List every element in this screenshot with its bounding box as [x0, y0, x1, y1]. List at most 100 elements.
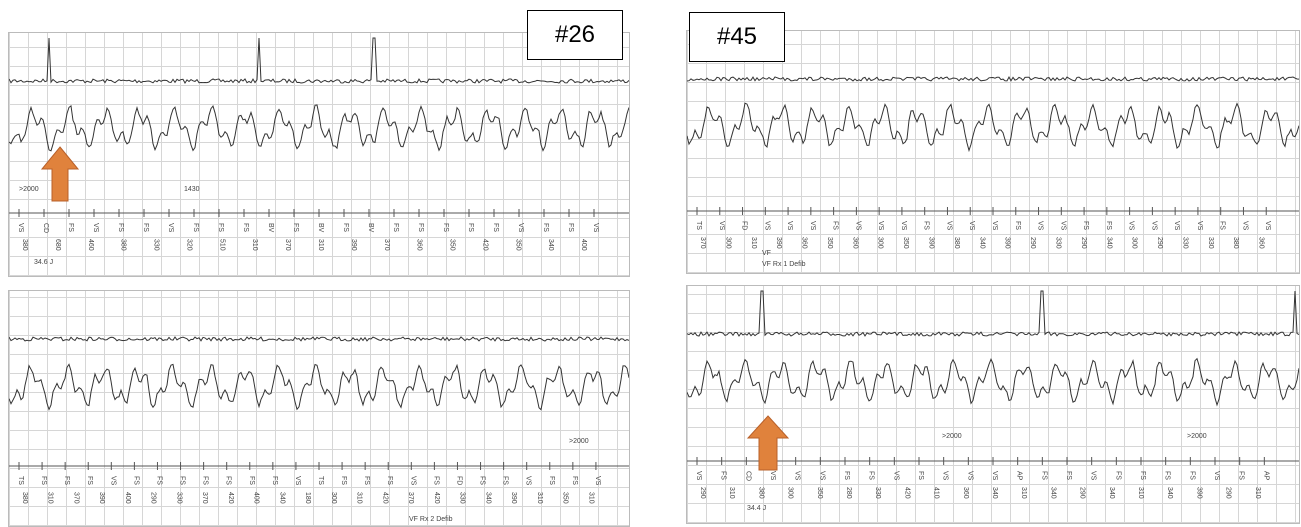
marker-label: FS [40, 476, 47, 485]
ecg-strip: TSVSFDVSVSVSFSVSVSVSFSVSVSVSFSVSVSFSFSVS… [686, 30, 1300, 274]
interval-label: 340 [1049, 487, 1056, 499]
arrow [746, 414, 790, 472]
interval-label: 330 [1207, 237, 1214, 249]
interval-label: 390 [1004, 237, 1011, 249]
marker-label: FS [432, 476, 439, 485]
marker-label: VS [854, 221, 861, 231]
marker-label: FS [1188, 471, 1195, 480]
marker-label: FS [1219, 221, 1226, 230]
ecg-trace [9, 105, 629, 151]
interval-label: 310 [1137, 487, 1144, 499]
marker-label: FS [917, 471, 924, 480]
marker-label: FS [832, 221, 839, 230]
marker-label: FS [1238, 471, 1245, 480]
marker-label: VS [945, 221, 952, 231]
marker-label: VS [167, 223, 174, 233]
interval-label: 420 [381, 492, 388, 504]
marker-label: VS [809, 221, 816, 231]
marker-label: VS [1213, 471, 1220, 481]
marker-label: FS [117, 223, 124, 232]
marker-label: FS [1105, 221, 1112, 230]
interval-label: 380 [21, 492, 28, 504]
interval-label: 330 [1054, 237, 1061, 249]
marker-label: VS [517, 223, 524, 233]
interval-label: 370 [284, 239, 291, 251]
annotation: >2000 [569, 438, 589, 445]
marker-label: FD [741, 221, 748, 230]
ecg-strip: VSFSCDVSVSVSFSFSVSFSVSVSVSAPFSFSVSFSFSFS… [686, 285, 1300, 524]
marker-label: BV [317, 223, 324, 233]
marker-label: VS [525, 476, 532, 486]
interval-label: 330 [1181, 237, 1188, 249]
interval-label: 390 [928, 237, 935, 249]
marker-label: FS [720, 471, 727, 480]
marker-label: AP [1016, 471, 1023, 481]
interval-label: 360 [962, 487, 969, 499]
interval-label: 340 [1105, 237, 1112, 249]
marker-label: VS [769, 471, 776, 481]
interval-label: 310 [728, 487, 735, 499]
interval-label: 340 [1166, 487, 1173, 499]
annotation: VF Rx 1 Defib [762, 261, 806, 268]
ecg-trace [687, 77, 1299, 81]
interval-label: 370 [699, 237, 706, 249]
interval-label: 350 [562, 492, 569, 504]
marker-label: FS [179, 476, 186, 485]
marker-label: FS [442, 223, 449, 232]
annotation: >2000 [1187, 433, 1207, 440]
interval-label: 330 [175, 492, 182, 504]
marker-label: FS [86, 476, 93, 485]
ecg-trace [9, 364, 629, 409]
interval-label: 390 [775, 237, 782, 249]
marker-label: FS [202, 476, 209, 485]
interval-label: 300 [877, 237, 884, 249]
marker-label: VS [991, 471, 998, 481]
interval-label: 300 [1131, 237, 1138, 249]
interval-label: 320 [185, 239, 192, 251]
marker-label: FS [548, 476, 555, 485]
marker-label: VS [1150, 221, 1157, 231]
interval-label: 350 [902, 237, 909, 249]
marker-label: FS [248, 476, 255, 485]
marker-label: FS [567, 223, 574, 232]
marker-label: VS [92, 223, 99, 233]
interval-label: 290 [699, 487, 706, 499]
ecg-trace [9, 337, 629, 341]
ecg-trace [687, 291, 1299, 336]
marker-label: FS [1114, 471, 1121, 480]
interval-label: 330 [153, 239, 160, 251]
marker-label: FS [1014, 221, 1021, 230]
marker-label: CD [42, 223, 49, 233]
marker-label: FS [868, 471, 875, 480]
marker-label: FS [492, 223, 499, 232]
annotation: 1430 [184, 186, 200, 193]
interval-label: 310 [1254, 487, 1261, 499]
interval-label: 390 [1195, 487, 1202, 499]
marker-label: VS [786, 221, 793, 231]
marker-label: FS [1065, 471, 1072, 480]
interval-label: 380 [120, 239, 127, 251]
case-label: #45 [689, 12, 785, 62]
marker-label: FS [63, 476, 70, 485]
interval-label: 380 [757, 487, 764, 499]
marker-label: FS [479, 476, 486, 485]
interval-label: 410 [933, 487, 940, 499]
interval-label: 360 [1258, 237, 1265, 249]
interval-label: 370 [383, 239, 390, 251]
interval-label: 350 [514, 239, 521, 251]
interval-label: 280 [845, 487, 852, 499]
interval-label: 310 [47, 492, 54, 504]
marker-label: VS [594, 476, 601, 486]
marker-label: FS [292, 223, 299, 232]
interval-label: 400 [580, 239, 587, 251]
interval-label: 420 [433, 492, 440, 504]
interval-label: 400 [124, 492, 131, 504]
annotation: 34.4 J [747, 505, 766, 512]
interval-label: 420 [481, 239, 488, 251]
interval-label: 310 [317, 239, 324, 251]
marker-label: VS [17, 223, 24, 233]
arrow [40, 145, 80, 203]
marker-label: FS [417, 223, 424, 232]
interval-label: 310 [251, 239, 258, 251]
